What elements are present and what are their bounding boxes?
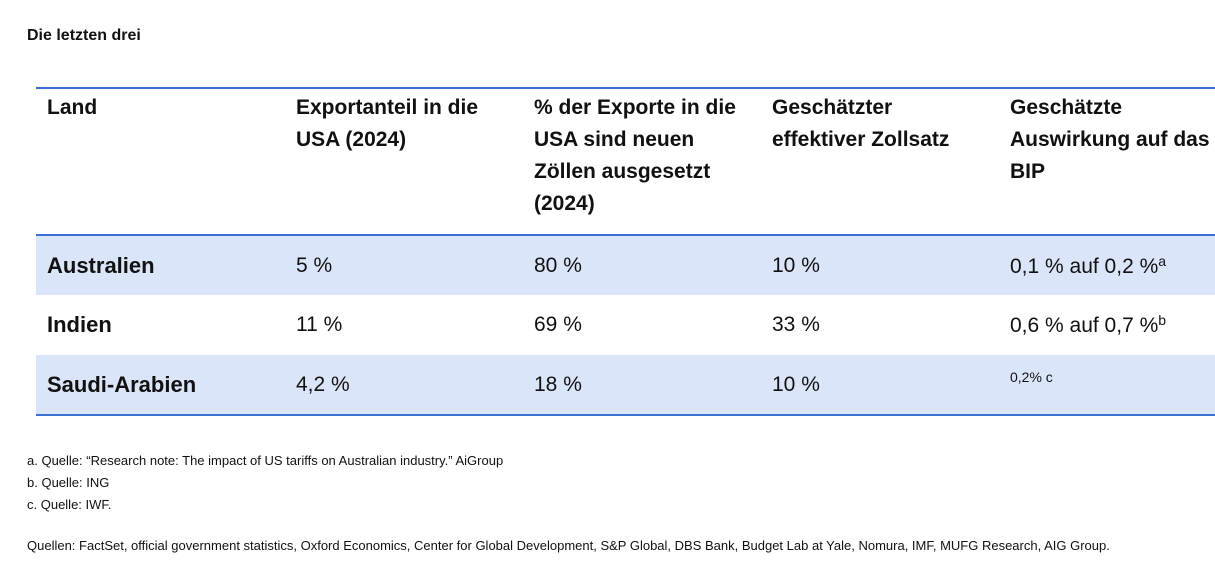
table-cell: 0,1 % auf 0,2 %a [999, 235, 1215, 295]
title: Die letzten drei [27, 27, 141, 44]
footnote-marker: a [1158, 252, 1167, 269]
table-cell: 4,2 % [296, 372, 350, 396]
header-cell: Geschätzter effektiver Zollsatz [772, 96, 950, 151]
cell-text: 0,1 % auf 0,2 % [1010, 254, 1159, 278]
header-cell: Exportanteil in die USA (2024) [296, 96, 479, 151]
header-row: Land Exportanteil in die USA (2024) % der … [36, 88, 1215, 235]
footnotes: a. Quelle: “Research note: The impact of… [27, 450, 503, 516]
cell-text: 0,2% c [1010, 369, 1053, 385]
table-row: Australien 5 % 80 % 10 % 0,1 % auf 0,2 %a [36, 235, 1215, 295]
table-cell: 80 % [534, 253, 582, 277]
table-body: Australien 5 % 80 % 10 % 0,1 % auf 0,2 %a Ind… [36, 235, 1215, 415]
header-cell: % der Exporte in die USA sind neuen Zöll… [534, 96, 736, 215]
table-header: Land Exportanteil in die USA (2024) % der … [36, 88, 1215, 235]
table-row: Indien 11 % 69 % 33 % 0,6 % auf 0,7 %b [36, 295, 1215, 355]
footnote-marker: b [1158, 312, 1167, 328]
sources: Quellen: FactSet, official government st… [27, 538, 1110, 553]
row-label: Australien [47, 252, 155, 278]
data-table: Land Exportanteil in die USA (2024) % der … [36, 87, 1215, 416]
table-cell: 11 % [296, 313, 343, 336]
table-cell: 69 % [534, 313, 582, 336]
table-cell: 0,2% c [999, 355, 1215, 415]
footnote: b. Quelle: ING [27, 475, 110, 490]
table-cell: 18 % [534, 372, 582, 396]
cell-text: 0,6 % auf 0,7 % [1010, 314, 1159, 337]
table-cell: 0,6 % auf 0,7 %b [999, 295, 1215, 355]
row-label: Saudi-Arabien [47, 371, 197, 397]
header-cell: Geschätzte Auswirkung auf das BIP [1010, 96, 1210, 183]
table-cell: 10 % [772, 372, 820, 396]
table-cell: 10 % [772, 253, 820, 277]
table-cell: 33 % [772, 313, 820, 336]
footnote: a. Quelle: “Research note: The impact of… [27, 453, 504, 468]
table-cell: 5 % [296, 253, 333, 277]
row-label: Indien [47, 312, 112, 337]
footnote: c. Quelle: IWF. [27, 497, 112, 512]
table-row: Saudi-Arabien 4,2 % 18 % 10 % 0,2% c [36, 355, 1215, 415]
header-cell: Land [47, 96, 98, 119]
